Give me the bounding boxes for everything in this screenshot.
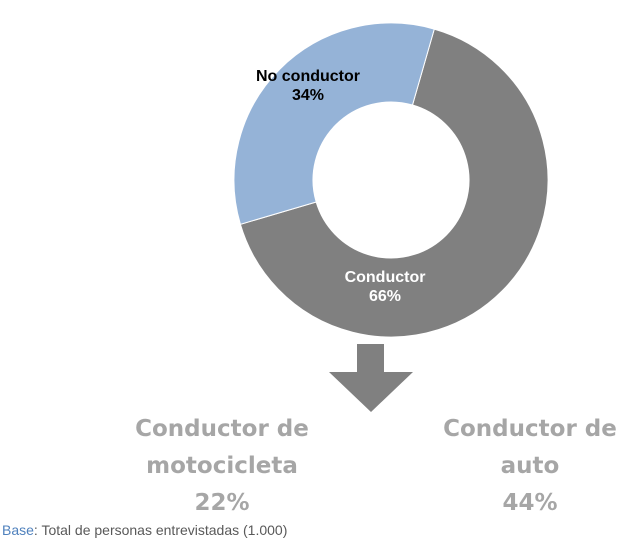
footnote-term: Base xyxy=(2,522,34,538)
data-label-value: 34% xyxy=(291,87,325,104)
breakdown-label: Conductor de motocicleta xyxy=(135,416,309,479)
footnote: Base: Total de personas entrevistadas (1… xyxy=(2,522,287,538)
footnote-text: : Total de personas entrevistadas (1.000… xyxy=(33,522,288,538)
data-label-category: Conductor xyxy=(344,269,426,286)
donut-segment xyxy=(233,22,435,225)
breakdown-label: Conductor de auto xyxy=(443,416,617,479)
breakdown-item: Conductor de motocicleta 22% xyxy=(122,411,322,522)
data-label: No conductor 34% xyxy=(253,67,363,105)
data-label-value: 66% xyxy=(368,288,402,305)
arrow xyxy=(329,344,413,412)
donut-segment xyxy=(239,28,549,338)
data-label-category: No conductor xyxy=(256,68,360,85)
data-label: Conductor 66% xyxy=(330,268,440,306)
breakdown-value: 22% xyxy=(194,490,250,516)
breakdown-value: 44% xyxy=(502,490,558,516)
breakdown-item: Conductor de auto 44% xyxy=(430,411,619,522)
